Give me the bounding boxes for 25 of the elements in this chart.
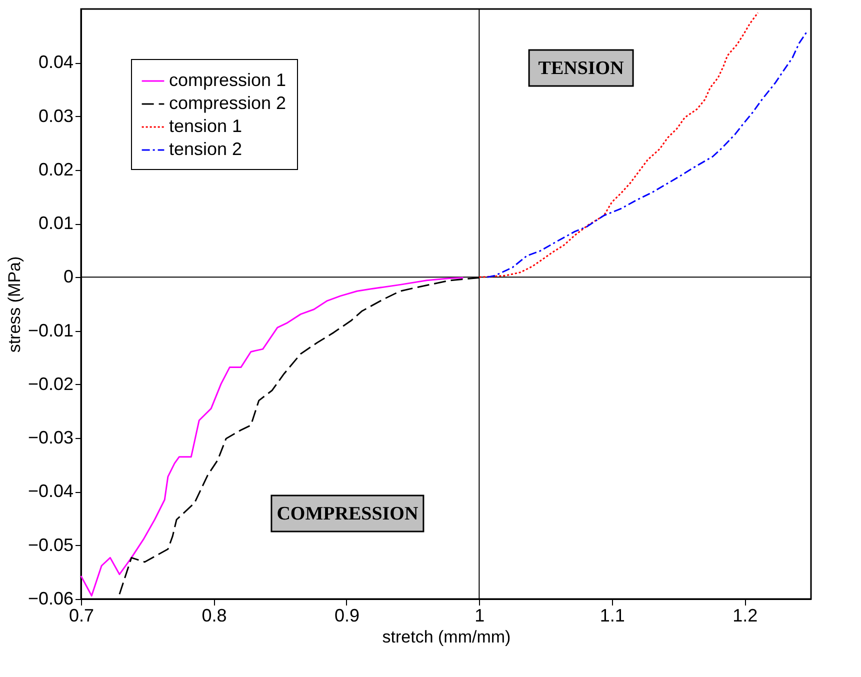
x-tick-label: 0.9 [334,606,360,626]
legend-label: tension 2 [169,139,242,159]
x-axis-title: stretch (mm/mm) [382,628,511,646]
legend-label: compression 2 [169,93,286,113]
y-tick-label: −0.04 [28,481,74,502]
annotation: COMPRESSION [276,503,418,524]
y-tick-label: −0.01 [28,320,74,340]
y-tick-label: 0.03 [38,106,74,126]
y-tick-label: 0.02 [38,159,74,180]
x-tick-label: 1.1 [600,606,625,626]
x-tick-label: 1 [474,606,485,626]
y-tick-label: −0.05 [28,534,74,555]
x-tick-label: 1.2 [732,606,758,626]
y-tick-label: −0.03 [28,428,74,448]
y-tick-label: 0 [63,266,74,287]
y-axis-title: stress (MPa) [4,256,24,353]
annotation: TENSION [538,58,624,79]
y-tick-label: 0.04 [38,52,74,72]
legend-label: tension 1 [169,116,242,136]
y-tick-label: −0.02 [28,374,74,394]
x-tick-label: 0.7 [68,606,94,626]
y-tick-label: 0.01 [38,213,74,234]
legend-label: compression 1 [169,70,286,90]
y-tick-label: −0.06 [28,588,74,608]
x-tick-label: 0.8 [202,606,227,626]
